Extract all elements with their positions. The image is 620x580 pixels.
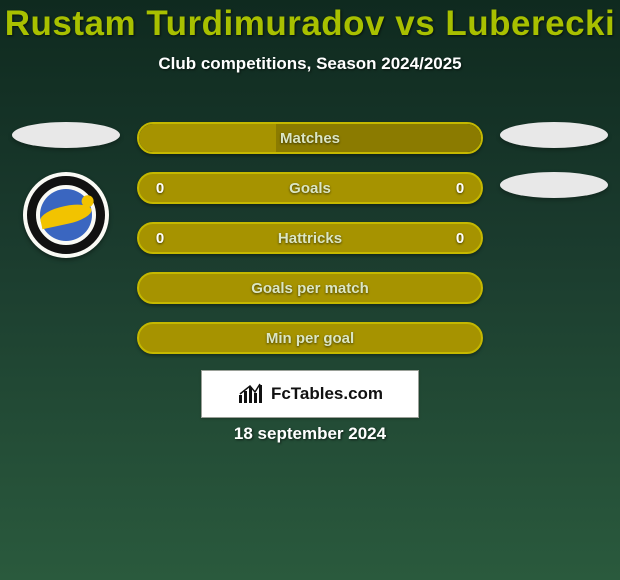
snapshot-date: 18 september 2024 <box>0 424 620 444</box>
stat-label: Goals <box>139 180 481 197</box>
stat-fill-left <box>139 124 276 152</box>
season-subtitle: Club competitions, Season 2024/2025 <box>0 54 620 74</box>
stat-label: Hattricks <box>139 230 481 247</box>
stat-row-goals: 0Goals0 <box>137 172 483 204</box>
stat-label: Min per goal <box>139 330 481 347</box>
stat-value-left: 0 <box>153 180 167 197</box>
team-crest <box>23 172 109 258</box>
stat-row-gpm: Goals per match <box>137 272 483 304</box>
team-badge-placeholder <box>12 122 120 148</box>
brand-text: FcTables.com <box>271 384 383 404</box>
stat-row-matches: 4Matches6 <box>137 122 483 154</box>
right-badges-column <box>494 122 614 198</box>
left-badges-column <box>6 122 126 258</box>
page-title: Rustam Turdimuradov vs Luberecki <box>0 0 620 44</box>
stat-label: Goals per match <box>139 280 481 297</box>
team-badge-placeholder <box>500 122 608 148</box>
stats-column: 4Matches60Goals00Hattricks0Goals per mat… <box>137 122 483 354</box>
team-badge-placeholder <box>500 172 608 198</box>
comparison-card: Rustam Turdimuradov vs Luberecki Club co… <box>0 0 620 580</box>
brand-bars-icon <box>237 383 265 405</box>
stat-row-mpg: Min per goal <box>137 322 483 354</box>
stat-value-right: 0 <box>453 230 467 247</box>
stat-value-left: 0 <box>153 230 167 247</box>
stat-fill-right <box>276 124 481 152</box>
brand-box[interactable]: FcTables.com <box>201 370 419 418</box>
stat-value-right: 0 <box>453 180 467 197</box>
stat-row-hattricks: 0Hattricks0 <box>137 222 483 254</box>
